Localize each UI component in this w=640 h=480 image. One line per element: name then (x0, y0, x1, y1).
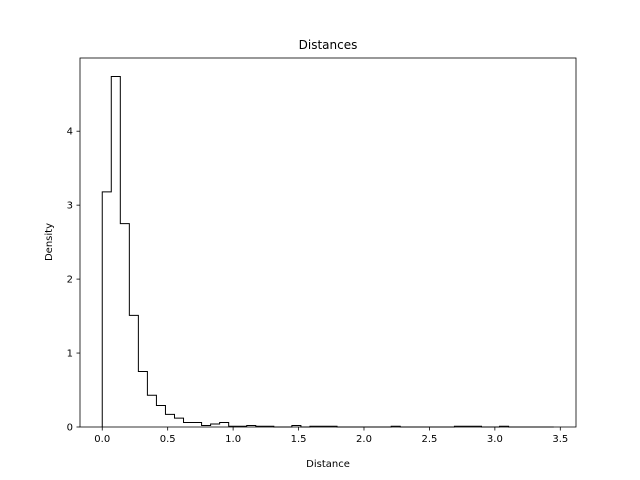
x-tick-label: 2.0 (356, 434, 372, 445)
x-tick-label: 0.0 (94, 434, 110, 445)
y-tick-label: 0 (67, 423, 73, 434)
y-tick-label: 1 (67, 349, 73, 360)
x-axis: 0.0 0.5 1.0 1.5 2.0 2.5 3.0 3.5 (94, 427, 568, 445)
x-axis-label: Distance (306, 459, 350, 470)
y-tick-label: 3 (67, 201, 73, 212)
plot-area (101, 75, 554, 428)
histogram-step-line (101, 75, 554, 428)
x-tick-label: 1.0 (225, 434, 241, 445)
y-tick-label: 2 (67, 275, 73, 286)
x-tick-label: 0.5 (160, 434, 176, 445)
axes-frame (79, 57, 577, 428)
x-tick-label: 1.5 (291, 434, 307, 445)
y-axis: 0 1 2 3 4 (67, 127, 80, 434)
chart-title: Distances (299, 38, 358, 52)
y-axis-label: Density (44, 223, 55, 261)
x-tick-label: 3.5 (552, 434, 568, 445)
y-tick-label: 4 (67, 127, 73, 138)
x-tick-label: 2.5 (421, 434, 437, 445)
x-tick-label: 3.0 (487, 434, 503, 445)
